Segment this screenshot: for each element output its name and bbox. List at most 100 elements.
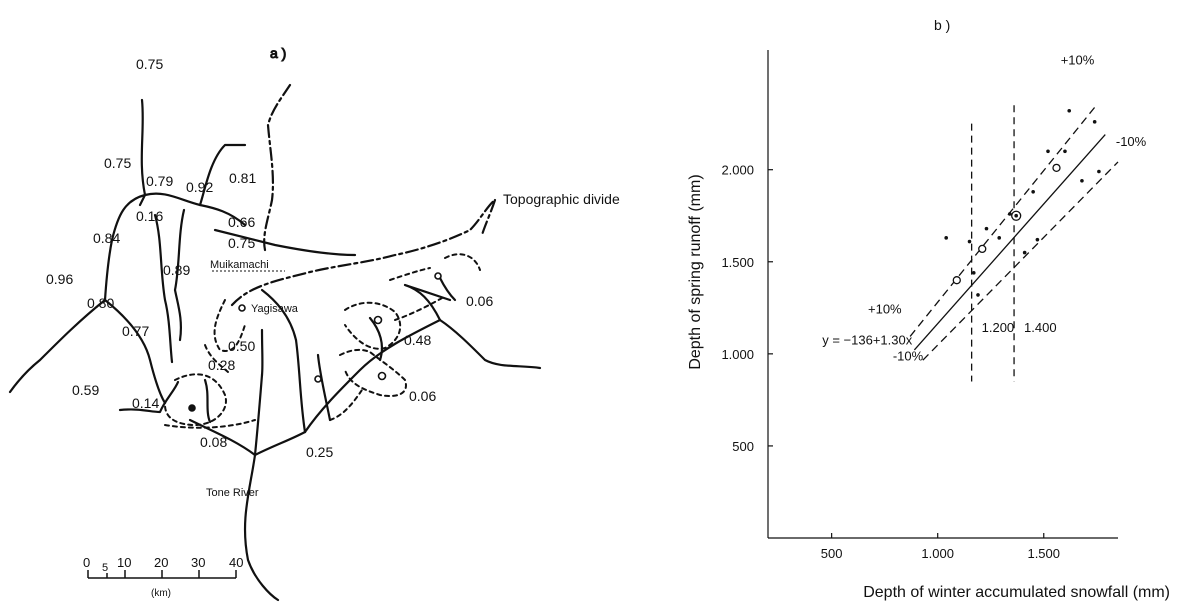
threshold-label: 1.400 (1024, 320, 1057, 335)
river-line (260, 288, 298, 342)
y-ticks: 500 1.000 1.500 2.000 (721, 163, 773, 454)
data-point (1063, 149, 1067, 154)
x-tick-label: 500 (821, 546, 843, 561)
data-point (1046, 149, 1050, 154)
data-point (1008, 212, 1012, 216)
place-yagisawa: Yagisawa (251, 303, 299, 315)
river-line (368, 316, 384, 362)
river-line (103, 298, 167, 405)
coefficient-label: 0.66 (228, 214, 255, 230)
station-marker (434, 272, 442, 280)
station-marker (373, 315, 383, 325)
river-line (138, 98, 147, 207)
data-point (1031, 189, 1035, 194)
river-line (198, 203, 247, 227)
data-point (984, 226, 989, 231)
scale-tick-label: 20 (154, 555, 168, 570)
place-tone-river: Tone River (206, 487, 259, 499)
x-ticks: 500 1.000 1.500 (821, 533, 1060, 561)
threshold-label: 1.200 (982, 320, 1015, 335)
river-line (188, 418, 257, 457)
regression-label: y = −136+1.30x (822, 333, 912, 348)
subbasin-boundaries (164, 253, 481, 429)
regression-line (913, 134, 1106, 351)
data-point (1052, 163, 1061, 173)
river-line (103, 193, 147, 302)
river-line (438, 318, 542, 370)
scale-unit-label: (km) (151, 588, 171, 599)
station-marker (238, 304, 246, 312)
coefficient-label: 0.06 (409, 388, 436, 404)
reference-lines: 1.200 1.400 (970, 105, 1057, 382)
band-label-bottom: +10% (868, 301, 902, 316)
panel-b-chart: b ) 500 1.000 1.500 500 1.000 1.500 2.000 1.2… (687, 17, 1170, 601)
gauging-stations (188, 272, 442, 412)
chart-title: b ) (934, 17, 950, 33)
river-line (303, 318, 442, 434)
coefficient-label: 0.48 (404, 332, 431, 348)
place-muikamachi: Muikamachi (210, 259, 269, 271)
y-tick-label: 1.500 (721, 255, 754, 270)
coefficient-label: 0.14 (132, 395, 159, 411)
band-label-top: -10% (1116, 134, 1147, 149)
panel-a-map: a ) (8, 45, 620, 602)
scale-bar: 0 5 10 20 30 40 (km) (83, 555, 243, 599)
river-line (438, 276, 457, 302)
data-point (971, 271, 976, 275)
coefficient-label: 0.79 (146, 173, 173, 189)
band-label-top: +10% (1061, 53, 1095, 68)
x-tick-label: 1.000 (921, 546, 954, 561)
river-network (8, 98, 542, 602)
scale-tick-label: 0 (83, 555, 90, 570)
data-point (1067, 108, 1072, 113)
river-line (173, 208, 186, 342)
y-tick-label: 2.000 (721, 163, 754, 178)
river-line (253, 430, 307, 457)
data-point (1035, 237, 1040, 242)
coefficient-label: 0.96 (46, 271, 73, 287)
band-line (922, 161, 1119, 361)
river-line (213, 228, 357, 257)
band-line (909, 106, 1096, 337)
river-line (316, 353, 332, 422)
data-point (976, 293, 980, 297)
band-lines: +10% +10% -10% -10% (868, 53, 1147, 364)
coefficient-label: 0.92 (186, 179, 213, 195)
coefficient-label: 0.25 (306, 444, 333, 460)
x-tick-label: 1.500 (1027, 546, 1060, 561)
data-point (967, 239, 972, 244)
scale-tick-label: 30 (191, 555, 205, 570)
river-line (294, 338, 307, 434)
coefficient-label: 0.77 (122, 323, 149, 339)
river-line (8, 298, 107, 394)
regression-group: y = −136+1.30x (822, 134, 1106, 351)
coefficient-label: 0.89 (163, 262, 190, 278)
data-point (952, 276, 961, 285)
y-tick-label: 1.000 (721, 347, 754, 362)
runoff-coefficients: 0.75 0.75 0.79 0.92 0.81 0.16 0.84 0.66 … (46, 56, 493, 460)
scale-tick-label: 10 (117, 555, 131, 570)
station-marker (314, 375, 322, 383)
coefficient-label: 0.80 (87, 295, 114, 311)
data-point (1092, 120, 1097, 124)
coefficient-label: 0.81 (229, 170, 256, 186)
place-topographic-divide: Topographic divide (503, 191, 620, 207)
topographic-divide-line (230, 83, 497, 307)
scale-tick-label: 5 (102, 562, 108, 574)
station-marker (188, 404, 196, 412)
coefficient-label: 0.75 (136, 56, 163, 72)
y-axis-label: Depth of spring runoff (mm) (687, 174, 704, 369)
scale-tick-label: 40 (229, 555, 243, 570)
river-line (203, 378, 212, 424)
coefficient-label: 0.84 (93, 230, 120, 246)
panel-a-label: a ) (270, 45, 286, 61)
data-point (1097, 169, 1101, 174)
coefficient-label: 0.08 (200, 434, 227, 450)
coefficient-label: 0.59 (72, 382, 99, 398)
coefficient-label: 0.16 (136, 208, 163, 224)
data-point (1080, 178, 1084, 183)
data-point (1022, 250, 1027, 255)
river-line (153, 213, 174, 364)
x-axis-label: Depth of winter accumulated snowfall (mm… (863, 584, 1170, 601)
